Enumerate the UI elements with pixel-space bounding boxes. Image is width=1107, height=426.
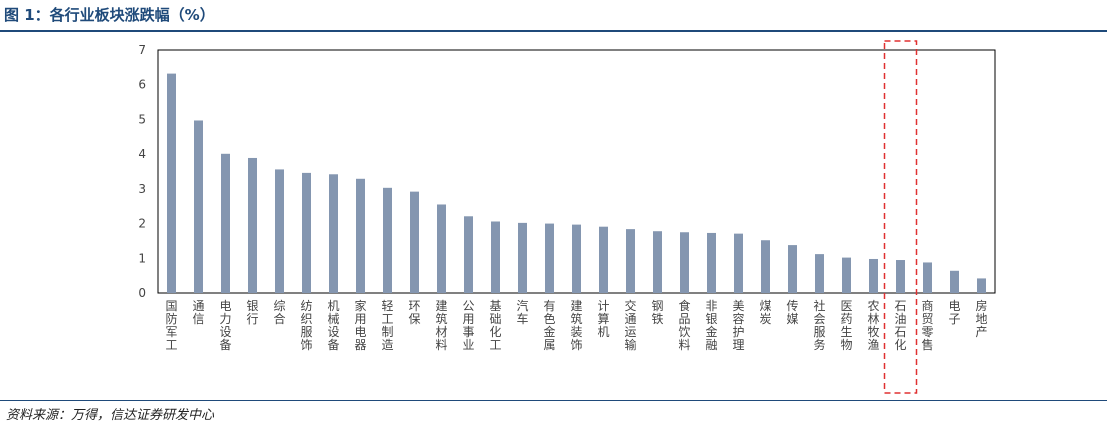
source-note: 资料来源：万得，信达证券研发中心: [6, 408, 215, 423]
x-category-label: 通信: [192, 299, 204, 326]
x-category-label: 国防军工: [165, 299, 177, 352]
y-axis-ticks: 0 1 2 3 4 5 6 7: [138, 43, 146, 300]
y-tick-label: 4: [138, 147, 146, 161]
x-category-label: 食品饮料: [678, 298, 690, 352]
bar: [167, 73, 176, 293]
bars: [167, 73, 986, 293]
bar: [626, 229, 635, 293]
x-category-label: 电子: [948, 299, 960, 326]
bar: [680, 232, 689, 293]
bar: [896, 260, 905, 293]
bar: [194, 120, 203, 293]
x-category-label: 电力设备: [219, 299, 231, 352]
y-tick-label: 7: [138, 43, 146, 57]
bar: [950, 270, 959, 293]
bar: [788, 245, 797, 293]
x-category-label: 煤炭: [759, 299, 771, 326]
x-category-label: 美容护理: [732, 299, 744, 352]
x-category-label: 家用电器: [354, 298, 366, 352]
x-category-label: 轻工制造: [381, 299, 393, 352]
x-category-label: 石油石化: [894, 299, 906, 352]
highlight-box: [883, 40, 918, 394]
x-category-label: 银行: [246, 299, 258, 326]
x-category-label: 社会服务: [813, 298, 825, 352]
x-category-label: 纺织服饰: [300, 299, 312, 352]
bar: [761, 240, 770, 293]
bar: [302, 172, 311, 293]
bar: [707, 232, 716, 293]
bar: [545, 223, 554, 293]
y-tick-label: 0: [138, 286, 146, 300]
x-category-label: 计算机: [597, 299, 609, 339]
x-category-label: 综合: [273, 299, 285, 326]
source-divider: [0, 400, 1107, 401]
x-category-label: 传媒: [786, 298, 798, 326]
bar: [491, 221, 500, 293]
y-tick-label: 6: [138, 78, 146, 92]
bar: [221, 153, 230, 293]
bar: [734, 233, 743, 293]
bar: [653, 231, 662, 293]
x-category-label: 建筑材料: [435, 299, 447, 352]
bar: [275, 169, 284, 293]
x-category-label: 非银金融: [705, 299, 717, 352]
x-category-label: 有色金属: [543, 299, 555, 352]
x-category-label: 基础化工: [489, 299, 501, 352]
bar: [356, 178, 365, 293]
bar: [410, 191, 419, 293]
bar: [923, 262, 932, 293]
bar: [518, 222, 527, 293]
bar: [248, 157, 257, 293]
x-category-label: 医药生物: [840, 299, 852, 352]
bar: [329, 174, 338, 293]
x-category-label: 房地产: [975, 298, 987, 339]
y-tick-label: 3: [138, 182, 146, 196]
bar: [437, 204, 446, 293]
bar: [869, 258, 878, 293]
chart-title: 图 1：各行业板块涨跌幅（%）: [4, 6, 215, 24]
y-tick-label: 1: [138, 251, 146, 265]
x-category-label: 汽车: [516, 298, 528, 326]
bar: [842, 257, 851, 293]
bar: [977, 278, 986, 293]
y-tick-label: 5: [138, 112, 146, 126]
x-category-label: 公用事业: [462, 299, 474, 352]
x-category-label: 建筑装饰: [570, 299, 582, 352]
x-category-label: 农林牧渔: [867, 299, 879, 352]
x-category-label: 商贸零售: [921, 298, 933, 352]
bar: [572, 224, 581, 293]
x-category-label: 钢铁: [651, 299, 663, 326]
x-category-label: 交通运输: [624, 298, 636, 352]
x-category-label: 环保: [408, 299, 420, 326]
bar: [599, 226, 608, 293]
x-category-label: 机械设备: [327, 299, 339, 352]
bar: [383, 187, 392, 293]
y-tick-label: 2: [138, 217, 146, 231]
bar: [815, 254, 824, 293]
bar: [464, 216, 473, 293]
title-divider: [0, 30, 1107, 32]
